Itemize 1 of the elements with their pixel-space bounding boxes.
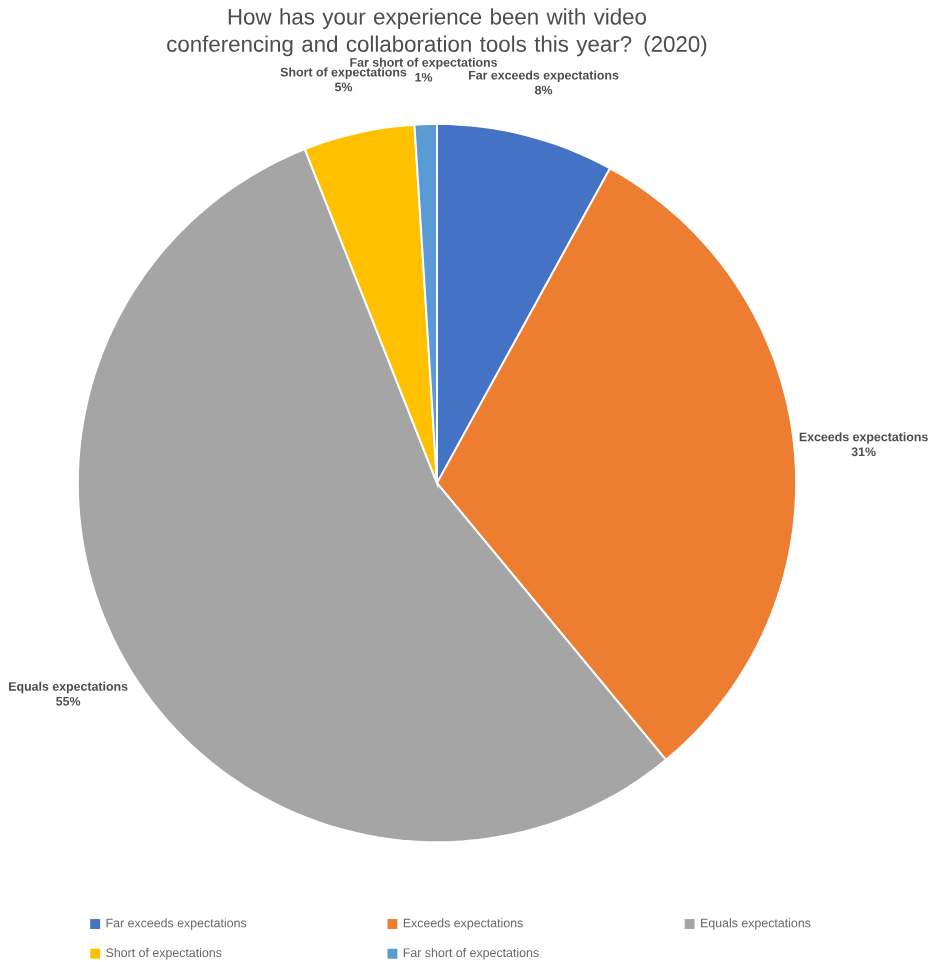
chart-title: How has your experience been with video conferencing and collaboration tools this year? (2020) <box>166 8 707 57</box>
